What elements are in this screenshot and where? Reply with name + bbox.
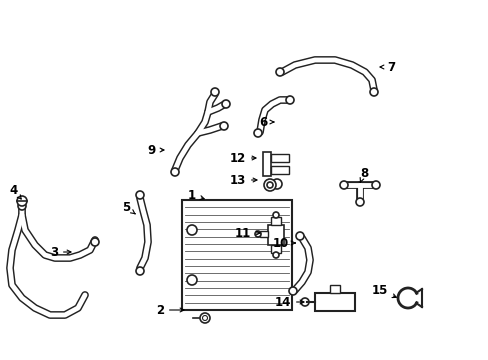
Circle shape bbox=[136, 191, 143, 199]
Bar bbox=[270, 245, 281, 253]
Circle shape bbox=[272, 212, 279, 218]
Text: 13: 13 bbox=[229, 174, 257, 186]
Text: 11: 11 bbox=[234, 226, 260, 239]
Text: 3: 3 bbox=[50, 246, 71, 258]
Text: 14: 14 bbox=[274, 296, 304, 309]
Circle shape bbox=[301, 298, 308, 306]
Text: 6: 6 bbox=[259, 116, 273, 129]
Circle shape bbox=[186, 225, 197, 235]
Text: 8: 8 bbox=[359, 166, 367, 183]
Circle shape bbox=[285, 96, 293, 104]
Text: 2: 2 bbox=[156, 303, 183, 316]
Circle shape bbox=[253, 129, 262, 137]
Circle shape bbox=[202, 315, 207, 320]
Circle shape bbox=[200, 313, 209, 323]
Circle shape bbox=[171, 168, 179, 176]
Circle shape bbox=[371, 181, 379, 189]
Bar bbox=[270, 154, 288, 162]
Bar bbox=[329, 285, 339, 293]
Circle shape bbox=[254, 231, 261, 237]
Circle shape bbox=[222, 100, 229, 108]
Circle shape bbox=[220, 122, 227, 130]
Circle shape bbox=[264, 179, 275, 191]
Bar bbox=[182, 200, 291, 310]
Bar bbox=[270, 166, 288, 174]
Circle shape bbox=[288, 287, 296, 295]
Circle shape bbox=[91, 238, 99, 246]
Circle shape bbox=[369, 88, 377, 96]
Text: 10: 10 bbox=[272, 237, 295, 249]
Circle shape bbox=[275, 68, 284, 76]
Circle shape bbox=[271, 179, 282, 189]
Bar bbox=[270, 217, 281, 225]
Circle shape bbox=[266, 182, 272, 188]
Text: 4: 4 bbox=[10, 184, 21, 199]
Bar bbox=[263, 152, 270, 176]
Circle shape bbox=[295, 232, 304, 240]
Circle shape bbox=[18, 202, 26, 210]
Bar bbox=[314, 293, 354, 311]
Text: 1: 1 bbox=[187, 189, 204, 202]
Circle shape bbox=[210, 88, 219, 96]
Circle shape bbox=[136, 267, 143, 275]
Text: 9: 9 bbox=[147, 144, 163, 157]
Circle shape bbox=[272, 252, 279, 258]
Circle shape bbox=[17, 196, 27, 206]
Text: 7: 7 bbox=[379, 60, 394, 73]
Text: 15: 15 bbox=[371, 284, 395, 298]
Bar bbox=[267, 225, 284, 245]
Text: 5: 5 bbox=[122, 201, 135, 214]
Circle shape bbox=[339, 181, 347, 189]
Bar bbox=[260, 231, 267, 237]
Circle shape bbox=[186, 275, 197, 285]
Circle shape bbox=[355, 198, 363, 206]
Text: 12: 12 bbox=[229, 152, 255, 165]
